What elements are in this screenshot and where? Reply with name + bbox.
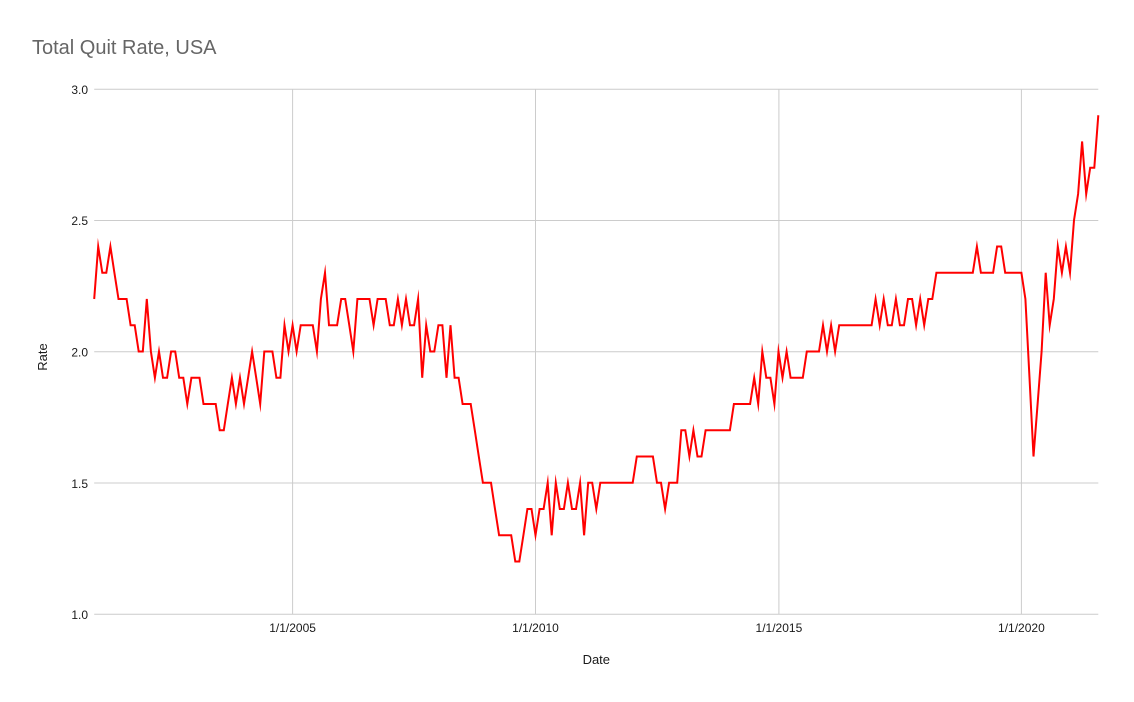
svg-text:2.0: 2.0 — [71, 346, 88, 360]
svg-text:Date: Date — [583, 652, 610, 667]
svg-text:1.5: 1.5 — [71, 477, 88, 491]
svg-text:1.0: 1.0 — [71, 608, 88, 622]
svg-text:1/1/2010: 1/1/2010 — [512, 621, 559, 635]
svg-text:1/1/2020: 1/1/2020 — [998, 621, 1045, 635]
svg-text:1/1/2015: 1/1/2015 — [756, 621, 803, 635]
svg-text:1/1/2005: 1/1/2005 — [269, 621, 316, 635]
svg-text:3.0: 3.0 — [71, 83, 88, 97]
svg-text:2.5: 2.5 — [71, 214, 88, 228]
svg-text:Rate: Rate — [35, 343, 50, 370]
svg-text:Total Quit Rate, USA: Total Quit Rate, USA — [32, 37, 217, 59]
